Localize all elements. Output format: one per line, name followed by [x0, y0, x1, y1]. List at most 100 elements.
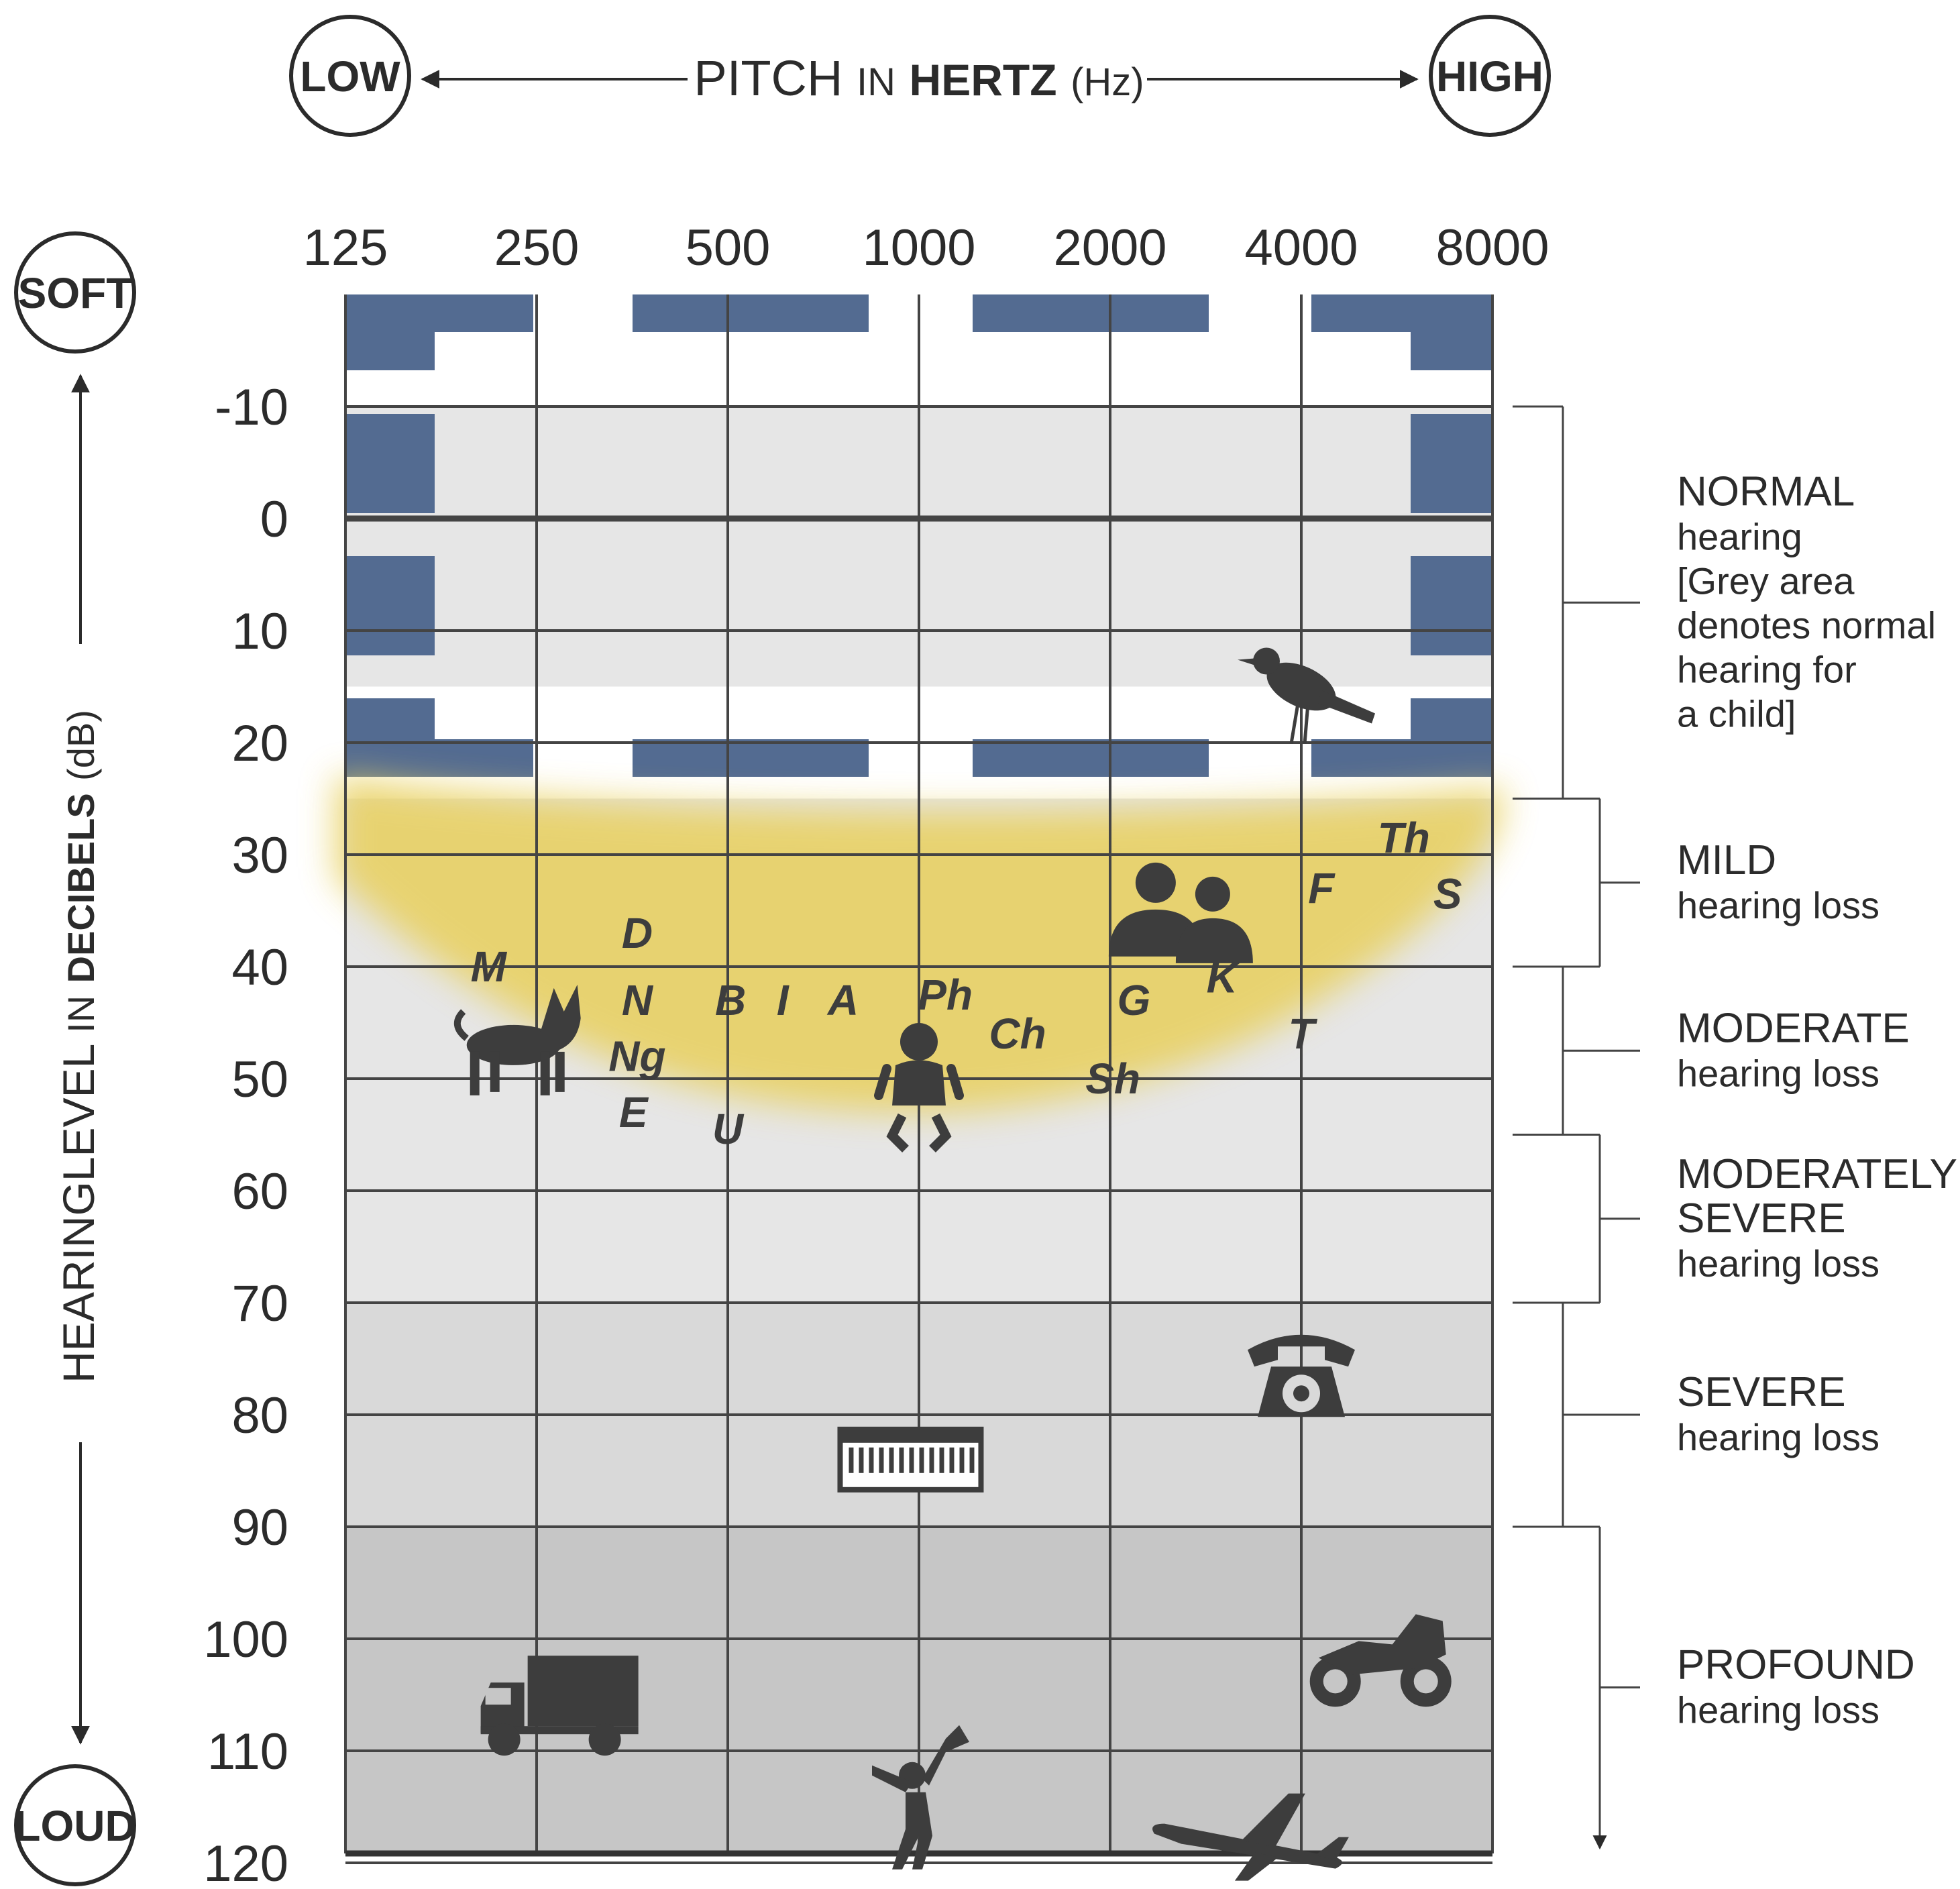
frame-segment	[633, 294, 869, 332]
frame-segment	[1411, 294, 1492, 370]
y-tick-label: 100	[203, 1611, 288, 1668]
bird-icon	[1238, 647, 1375, 744]
baby-icon	[874, 1023, 964, 1152]
sound-icons	[453, 647, 1452, 1881]
x-axis-title-in: IN	[857, 60, 895, 104]
y-tick-labels: -10 0 10 20 30 40 50 60 70 80 90 100 110 120	[203, 379, 288, 1889]
y-tick-label: 120	[203, 1835, 288, 1889]
category-subline: a child]	[1677, 692, 1796, 735]
speech-sound-label: F	[1308, 864, 1336, 912]
frame-segment	[345, 739, 533, 777]
chainsaw-icon	[872, 1725, 969, 1870]
speech-sound-label: E	[619, 1088, 649, 1136]
speech-sound-label: T	[1288, 1010, 1317, 1058]
piano-icon	[837, 1426, 984, 1493]
category-title: MODERATELY	[1677, 1151, 1957, 1197]
motorcycle-icon	[1309, 1614, 1452, 1707]
x-tick-label: 8000	[1435, 219, 1549, 276]
speech-sound-label: U	[712, 1105, 745, 1153]
frame-segment	[973, 294, 1209, 332]
x-axis-title-main: HERTZ	[910, 55, 1057, 105]
y-tick-label: 0	[260, 491, 288, 548]
category-subline: denotes normal	[1677, 604, 1936, 646]
x-tick-label: 125	[303, 219, 388, 276]
frame-segment	[345, 556, 435, 655]
pitch-header: LOW HIGH PITCH IN HERTZ (Hz)	[289, 15, 1551, 137]
frame-segment	[633, 739, 869, 777]
x-tick-label: 500	[686, 219, 771, 276]
y-tick-label: 80	[231, 1387, 288, 1444]
speech-sound-label: N	[622, 976, 654, 1024]
people-talking-icon	[1108, 862, 1253, 963]
category-subline: hearing loss	[1677, 1416, 1880, 1458]
y-axis-title: HEARINGLEVEL IN DECIBELS (dB)	[54, 710, 103, 1383]
speech-sound-label: Ph	[918, 971, 973, 1019]
category-subline: [Grey area	[1677, 559, 1855, 602]
high-indicator: HIGH	[1436, 52, 1543, 101]
x-tick-label: 1000	[862, 219, 975, 276]
normal-range-frame	[345, 294, 1492, 777]
category-subline: hearing	[1677, 515, 1802, 557]
x-axis-title-unit: (Hz)	[1071, 60, 1144, 104]
y-tick-label: 60	[231, 1163, 288, 1220]
category-subline: hearing loss	[1677, 1689, 1880, 1731]
frame-segment	[345, 414, 435, 513]
y-tick-label: 70	[231, 1275, 288, 1332]
x-tick-label: 4000	[1244, 219, 1358, 276]
y-tick-label: 10	[231, 603, 288, 660]
telephone-icon	[1248, 1334, 1355, 1417]
hearing-level-side: SOFT LOUD HEARINGLEVEL IN DECIBELS (dB)	[14, 231, 136, 1886]
category-title: PROFOUND	[1677, 1642, 1915, 1688]
x-tick-label: 250	[494, 219, 580, 276]
category-subline: SEVERE	[1677, 1195, 1846, 1242]
speech-sound-label: D	[622, 909, 653, 957]
loud-indicator: LOUD	[14, 1802, 135, 1850]
y-tick-label: 110	[207, 1723, 288, 1780]
frame-segment	[1311, 739, 1492, 777]
y-tick-label: 90	[231, 1499, 288, 1556]
frame-segment	[1411, 414, 1492, 513]
y-tick-label: 40	[231, 939, 288, 996]
speech-sound-label: I	[777, 976, 790, 1024]
speech-sound-label: K	[1207, 954, 1241, 1002]
x-axis-title: PITCH IN HERTZ (Hz)	[694, 50, 1144, 106]
x-tick-labels: 125 250 500 1000 2000 4000 8000	[303, 219, 1549, 276]
y-axis-title-main: DECIBELS	[60, 793, 102, 983]
speech-sounds: M DN Ng E U B I A Ph Ch G Sh KT F ThS	[471, 814, 1462, 1153]
category-title: MILD	[1677, 837, 1776, 883]
y-axis-title-in: IN	[60, 995, 102, 1033]
x-axis-title-prefix: PITCH	[694, 50, 842, 106]
speech-sound-label: M	[471, 942, 508, 991]
category-subline: hearing for	[1677, 648, 1857, 690]
y-tick-label: 50	[231, 1051, 288, 1108]
y-tick-label: 20	[231, 715, 288, 772]
speech-sound-label: Th	[1378, 814, 1430, 862]
speech-sound-label: S	[1433, 869, 1462, 918]
category-subline: hearing loss	[1677, 1052, 1880, 1094]
speech-sound-label: Sh	[1085, 1055, 1140, 1103]
frame-segment	[1411, 556, 1492, 655]
y-axis-title-prefix: HEARINGLEVEL	[54, 1044, 103, 1383]
speech-sound-label: A	[826, 976, 859, 1024]
speech-sound-label: Ch	[989, 1010, 1046, 1058]
y-tick-label: -10	[215, 379, 288, 436]
category-subline: hearing loss	[1677, 884, 1880, 926]
y-tick-label: 30	[231, 827, 288, 884]
frame-segment	[973, 739, 1209, 777]
low-indicator: LOW	[300, 52, 400, 101]
soft-indicator: SOFT	[18, 269, 133, 317]
category-title: NORMAL	[1677, 468, 1855, 515]
category-title: SEVERE	[1677, 1369, 1846, 1415]
truck-icon	[480, 1656, 639, 1756]
category-title: MODERATE	[1677, 1005, 1910, 1051]
x-tick-label: 2000	[1053, 219, 1166, 276]
speech-sound-label: B	[715, 976, 746, 1024]
dog-icon	[453, 984, 581, 1095]
